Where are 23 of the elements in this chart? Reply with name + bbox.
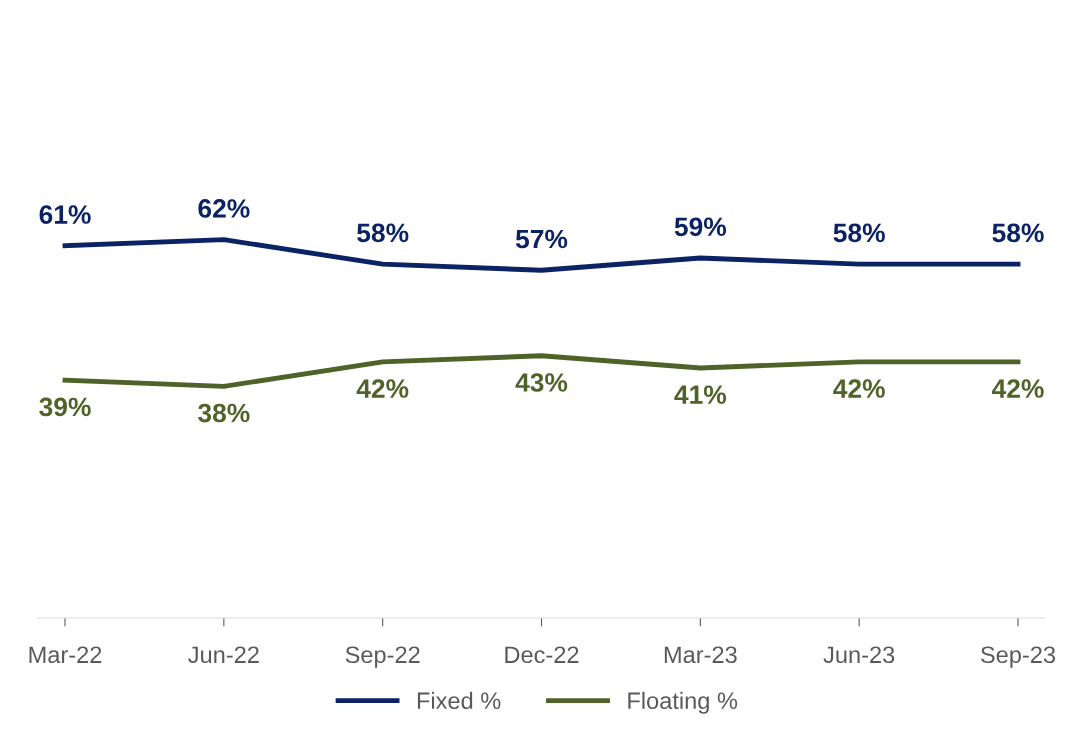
data-label: 59% xyxy=(674,217,727,237)
x-tick-label: Sep-22 xyxy=(345,646,420,668)
x-tick-label: Dec-22 xyxy=(505,646,579,664)
data-label: 58% xyxy=(357,223,409,243)
data-label: 42% xyxy=(356,379,409,398)
x-tick-label: Mar-23 xyxy=(664,646,737,664)
data-label: 58% xyxy=(992,223,1044,243)
data-label: 42% xyxy=(991,379,1044,398)
data-label: 39% xyxy=(39,397,91,417)
data-label: 62% xyxy=(198,199,250,218)
data-label: 43% xyxy=(515,373,568,392)
x-tick-label: Jun-23 xyxy=(823,646,895,664)
x-tick-label: Sep-23 xyxy=(981,646,1056,668)
data-label: 61% xyxy=(39,205,91,224)
data-label: 38% xyxy=(198,403,250,423)
data-label: 42% xyxy=(833,379,885,398)
data-label: 41% xyxy=(674,385,727,404)
data-label: 57% xyxy=(515,229,568,249)
x-tick-label: Mar-22 xyxy=(29,646,102,664)
data-label: 58% xyxy=(833,223,885,243)
legend-label: Floating % xyxy=(628,691,738,714)
x-tick-label: Jun-22 xyxy=(188,646,259,664)
legend-label: Fixed % xyxy=(417,691,501,710)
